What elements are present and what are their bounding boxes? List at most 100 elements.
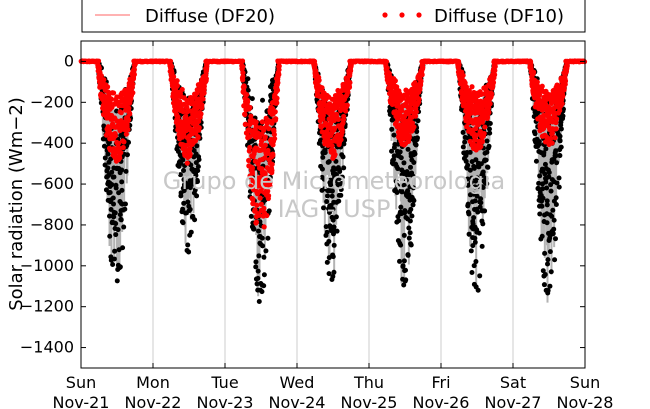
black-dot (322, 147, 328, 153)
red-dot (108, 96, 114, 102)
red-dot (481, 130, 487, 137)
black-dot (194, 193, 200, 199)
red-dot (482, 124, 488, 130)
black-dot (485, 164, 491, 170)
red-dot (339, 127, 345, 133)
red-dot (565, 58, 571, 65)
red-dot (258, 201, 264, 207)
black-dot (261, 254, 267, 260)
black-dot (125, 139, 131, 145)
black-dot (253, 264, 259, 270)
black-dot (541, 282, 547, 288)
black-dot (187, 206, 193, 212)
black-dot (326, 238, 332, 244)
black-dot (333, 214, 339, 220)
black-dot (409, 213, 415, 219)
black-dot (462, 139, 468, 145)
black-dot (105, 151, 111, 157)
black-dot (334, 228, 340, 234)
black-dot (113, 232, 119, 238)
black-dot (486, 143, 492, 149)
black-dot (194, 179, 200, 185)
red-dot (346, 84, 353, 90)
black-dot (480, 169, 486, 175)
black-dot (330, 206, 336, 212)
black-dot (120, 245, 126, 251)
black-dot (107, 213, 113, 219)
red-dot (492, 67, 498, 74)
black-dot (484, 149, 490, 155)
black-dot (331, 269, 337, 275)
black-dot (105, 165, 111, 171)
red-dot (262, 142, 268, 148)
red-dot (257, 174, 263, 181)
black-dot (401, 160, 407, 166)
black-dot (389, 148, 395, 154)
black-dot (119, 187, 125, 193)
red-dot (392, 78, 398, 84)
x-tick-label-weekday-7: Sun (570, 373, 600, 392)
red-dot (557, 107, 563, 114)
black-dot (106, 139, 112, 145)
black-dot (540, 186, 546, 192)
black-dot (326, 271, 332, 277)
red-dot (187, 146, 193, 152)
red-dot (549, 130, 556, 136)
red-dot (255, 161, 261, 167)
black-dot (101, 143, 107, 149)
black-dot (389, 126, 395, 132)
x-tick-label-weekday-5: Fri (431, 373, 450, 392)
black-dot (113, 221, 119, 227)
red-dot (262, 155, 268, 161)
black-dot (544, 220, 550, 226)
x-tick-label-date-2: Nov-23 (197, 393, 254, 409)
black-dot (319, 166, 325, 172)
red-dot (241, 84, 247, 90)
red-dot (261, 224, 267, 230)
red-dot (275, 70, 282, 77)
red-dot (272, 136, 278, 142)
black-dot (192, 217, 198, 223)
red-dot (240, 74, 246, 80)
black-dot (109, 182, 115, 188)
legend-box (81, 0, 586, 33)
black-dot (414, 135, 420, 141)
red-dot (201, 90, 207, 96)
red-dot (261, 205, 267, 211)
black-dot (261, 283, 267, 289)
black-dot (326, 159, 332, 165)
red-dot (192, 113, 198, 120)
black-dot (109, 169, 115, 175)
black-dot (398, 242, 404, 248)
black-dot (551, 217, 557, 223)
black-dot (472, 239, 478, 245)
black-dot (544, 202, 550, 208)
x-tick-label-weekday-4: Thu (353, 373, 384, 392)
black-dot (553, 148, 559, 154)
red-dot (406, 135, 412, 141)
black-dot (407, 218, 413, 224)
red-dot (274, 87, 281, 93)
black-dot (551, 226, 557, 232)
black-dot (341, 141, 347, 147)
black-dot (107, 189, 113, 195)
black-dot (119, 167, 125, 173)
black-dot (123, 168, 129, 174)
red-dot (552, 135, 558, 141)
black-dot (460, 129, 466, 135)
black-dot (121, 224, 127, 230)
black-dot (111, 174, 117, 180)
black-dot (405, 188, 411, 194)
red-dot (548, 135, 554, 141)
red-dot (332, 125, 338, 131)
black-dot (542, 272, 548, 278)
black-dot (553, 202, 559, 208)
black-dot (178, 161, 184, 167)
black-dot (255, 275, 261, 281)
black-dot (483, 176, 489, 182)
red-dot (536, 91, 543, 98)
black-dot (550, 207, 556, 213)
red-dot (413, 109, 419, 115)
black-dot (112, 248, 118, 254)
black-dot (113, 185, 119, 191)
